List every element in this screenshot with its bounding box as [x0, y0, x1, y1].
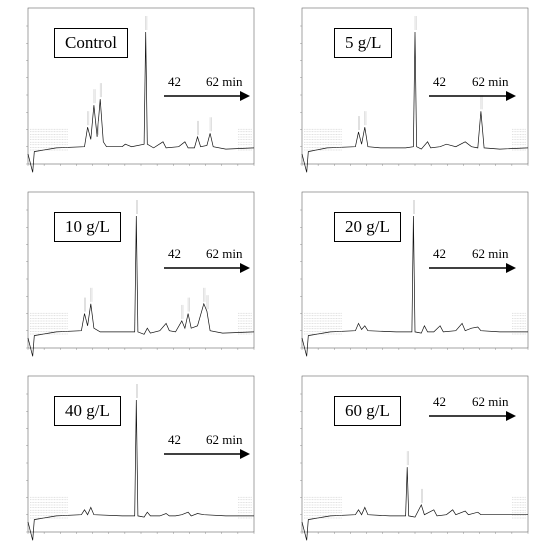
concentration-label: 20 g/L: [334, 212, 401, 242]
arrow-head: [506, 411, 516, 421]
arrow-start-label: 42: [433, 394, 446, 409]
chromatogram-svg: [26, 375, 255, 541]
chromatogram-panel: 10 g/L 42 62 min: [10, 188, 258, 357]
chromatogram-svg: [300, 7, 529, 173]
arrow-start-label: 42: [168, 432, 181, 447]
arrow-head: [240, 449, 250, 459]
arrow-head: [506, 91, 516, 101]
chromatogram-panel: Control 42 62 min: [10, 4, 258, 173]
arrow-end-label: 62 min: [206, 246, 243, 261]
chromatogram-svg: [26, 7, 255, 173]
arrow-start-label: 42: [168, 74, 181, 89]
chromatogram-panel: 20 g/L 42 62 min: [284, 188, 532, 357]
chromatogram-trace: [27, 215, 255, 357]
chromatogram-trace: [27, 31, 255, 173]
chromatogram-trace: [301, 31, 529, 173]
arrow-start-label: 42: [433, 74, 446, 89]
arrow-end-label: 62 min: [472, 74, 509, 89]
chromatogram-svg: [26, 191, 255, 357]
arrow-head: [506, 263, 516, 273]
concentration-label: 60 g/L: [334, 396, 401, 426]
chromatogram-trace: [301, 215, 528, 357]
concentration-label: 40 g/L: [54, 396, 121, 426]
chromatogram-trace: [301, 467, 528, 541]
chromatogram-svg: [300, 375, 529, 541]
chromatogram-trace: [27, 399, 254, 541]
arrow-head: [240, 91, 250, 101]
chromatogram-panel: 5 g/L 42 62 min: [284, 4, 532, 173]
arrow-end-label: 62 min: [206, 74, 243, 89]
arrow-head: [240, 263, 250, 273]
arrow-end-label: 62 min: [472, 394, 509, 409]
concentration-label: Control: [54, 28, 128, 58]
chromatogram-panel: 40 g/L 42 62 min: [10, 372, 258, 541]
arrow-start-label: 42: [168, 246, 181, 261]
arrow-start-label: 42: [433, 246, 446, 261]
arrow-end-label: 62 min: [472, 246, 509, 261]
concentration-label: 10 g/L: [54, 212, 121, 242]
chromatogram-svg: [300, 191, 529, 357]
concentration-label: 5 g/L: [334, 28, 393, 58]
arrow-end-label: 62 min: [206, 432, 243, 447]
chromatogram-panel: 60 g/L 42 62 min: [284, 372, 532, 541]
